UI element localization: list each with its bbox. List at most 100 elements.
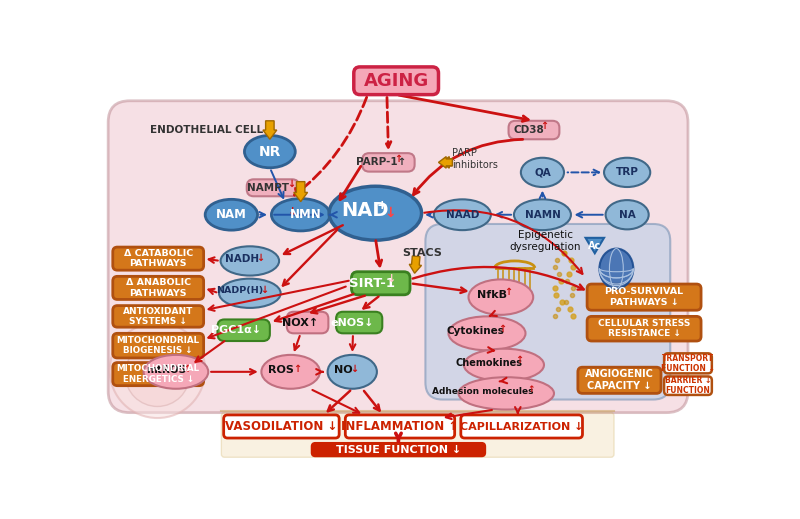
Circle shape — [110, 322, 205, 418]
Text: ↓: ↓ — [350, 364, 358, 374]
FancyBboxPatch shape — [461, 415, 582, 438]
Text: CD38: CD38 — [514, 125, 544, 135]
Ellipse shape — [514, 199, 571, 230]
Text: NAAD: NAAD — [446, 210, 479, 220]
FancyBboxPatch shape — [218, 320, 270, 341]
FancyBboxPatch shape — [113, 247, 204, 270]
Text: TRP: TRP — [616, 168, 638, 177]
Text: NR: NR — [258, 145, 281, 159]
Text: CAPILLARIZATION ↓: CAPILLARIZATION ↓ — [460, 421, 583, 431]
Text: MITOCHONDRIAL
BIOGENESIS ↓: MITOCHONDRIAL BIOGENESIS ↓ — [117, 336, 200, 356]
Text: ANTIOXIDANT
SYSTEMS ↓: ANTIOXIDANT SYSTEMS ↓ — [123, 307, 194, 326]
FancyBboxPatch shape — [222, 413, 614, 457]
FancyBboxPatch shape — [311, 443, 486, 457]
FancyArrow shape — [442, 157, 452, 168]
Ellipse shape — [221, 247, 279, 276]
FancyBboxPatch shape — [587, 284, 701, 310]
Text: ↑: ↑ — [182, 364, 190, 374]
Ellipse shape — [205, 199, 258, 230]
Ellipse shape — [328, 355, 377, 389]
Text: ↓: ↓ — [257, 253, 265, 263]
Ellipse shape — [219, 279, 281, 308]
Text: NfkB: NfkB — [477, 290, 506, 300]
Text: Cytokines: Cytokines — [446, 326, 504, 336]
Ellipse shape — [329, 186, 422, 240]
Ellipse shape — [262, 355, 320, 389]
Text: BARRIER ↓
FUNCTION: BARRIER ↓ FUNCTION — [665, 376, 711, 395]
Text: PARP-1↑: PARP-1↑ — [355, 157, 406, 168]
Ellipse shape — [245, 135, 295, 168]
FancyArrow shape — [438, 157, 452, 168]
Ellipse shape — [449, 317, 526, 350]
FancyArrow shape — [263, 121, 277, 139]
FancyBboxPatch shape — [578, 367, 661, 393]
Text: PRO-SURVIVAL
PATHWAYS ↓: PRO-SURVIVAL PATHWAYS ↓ — [605, 288, 684, 307]
Text: NAM: NAM — [216, 208, 246, 221]
Text: ENDOTHELIAL CELL: ENDOTHELIAL CELL — [150, 126, 263, 135]
Text: QA: QA — [534, 168, 551, 177]
Ellipse shape — [521, 158, 564, 187]
Ellipse shape — [599, 249, 634, 289]
Ellipse shape — [143, 355, 208, 389]
Text: PGC1α↓: PGC1α↓ — [211, 325, 261, 335]
Polygon shape — [586, 238, 604, 253]
Text: Δ ANABOLIC
PATHWAYS: Δ ANABOLIC PATHWAYS — [126, 278, 190, 297]
Ellipse shape — [606, 200, 649, 229]
FancyBboxPatch shape — [287, 312, 328, 333]
FancyBboxPatch shape — [664, 376, 712, 395]
Text: +: + — [376, 199, 387, 212]
Text: NA: NA — [618, 210, 635, 220]
Text: ↑: ↑ — [293, 364, 301, 374]
Text: NO: NO — [334, 364, 353, 375]
Text: NADP(H): NADP(H) — [216, 286, 263, 295]
Text: NAMPT: NAMPT — [247, 183, 290, 193]
FancyBboxPatch shape — [108, 101, 688, 413]
Text: Epigenetic
dysregulation: Epigenetic dysregulation — [510, 230, 582, 252]
Text: PARP
inhibitors: PARP inhibitors — [452, 148, 498, 170]
FancyBboxPatch shape — [336, 312, 382, 333]
Text: ↑: ↑ — [394, 154, 402, 163]
Text: NADH: NADH — [225, 254, 259, 264]
FancyBboxPatch shape — [351, 272, 410, 295]
Text: ANGIOGENIC
CAPACITY ↓: ANGIOGENIC CAPACITY ↓ — [585, 370, 654, 391]
Ellipse shape — [271, 199, 330, 231]
Text: CELLULAR STRESS
RESISTANCE ↓: CELLULAR STRESS RESISTANCE ↓ — [598, 319, 690, 338]
Text: INFLAMMATION ↑: INFLAMMATION ↑ — [342, 420, 458, 433]
FancyBboxPatch shape — [113, 333, 204, 358]
Text: Δ CATABOLIC
PATHWAYS: Δ CATABOLIC PATHWAYS — [123, 249, 193, 268]
Text: eNOS↓: eNOS↓ — [330, 318, 374, 327]
FancyBboxPatch shape — [354, 67, 438, 94]
Text: ↑: ↑ — [498, 324, 506, 334]
Ellipse shape — [469, 279, 534, 315]
Text: Chemokines: Chemokines — [455, 358, 522, 367]
FancyBboxPatch shape — [362, 153, 414, 172]
FancyBboxPatch shape — [587, 317, 701, 341]
FancyBboxPatch shape — [246, 180, 299, 196]
FancyBboxPatch shape — [113, 363, 204, 386]
FancyArrow shape — [410, 256, 422, 274]
FancyBboxPatch shape — [224, 415, 339, 438]
Text: ↑: ↑ — [527, 385, 534, 394]
Text: VASODILATION ↓: VASODILATION ↓ — [226, 420, 338, 433]
FancyBboxPatch shape — [113, 276, 204, 299]
Text: ↓: ↓ — [260, 285, 268, 295]
Ellipse shape — [604, 158, 650, 187]
Text: TISSUE FUNCTION ↓: TISSUE FUNCTION ↓ — [336, 445, 461, 455]
Text: ↑: ↑ — [504, 286, 512, 297]
Text: ↓: ↓ — [387, 275, 396, 284]
Text: ROS: ROS — [269, 364, 294, 375]
Text: AGING: AGING — [363, 72, 429, 90]
Text: ↓: ↓ — [287, 179, 295, 189]
Text: ↓: ↓ — [384, 206, 396, 220]
FancyBboxPatch shape — [113, 306, 204, 327]
Text: ↓: ↓ — [287, 208, 297, 217]
Text: ↑: ↑ — [540, 121, 548, 131]
Text: TRANSPORT
FUNCTION ↓: TRANSPORT FUNCTION ↓ — [661, 353, 715, 373]
Ellipse shape — [458, 377, 554, 409]
Text: mtROS: mtROS — [146, 364, 186, 375]
Ellipse shape — [464, 349, 544, 381]
FancyArrow shape — [294, 182, 307, 202]
Text: ↑: ↑ — [515, 356, 523, 365]
Text: Adhesion molecules: Adhesion molecules — [432, 387, 533, 395]
Text: NMN: NMN — [290, 208, 321, 221]
